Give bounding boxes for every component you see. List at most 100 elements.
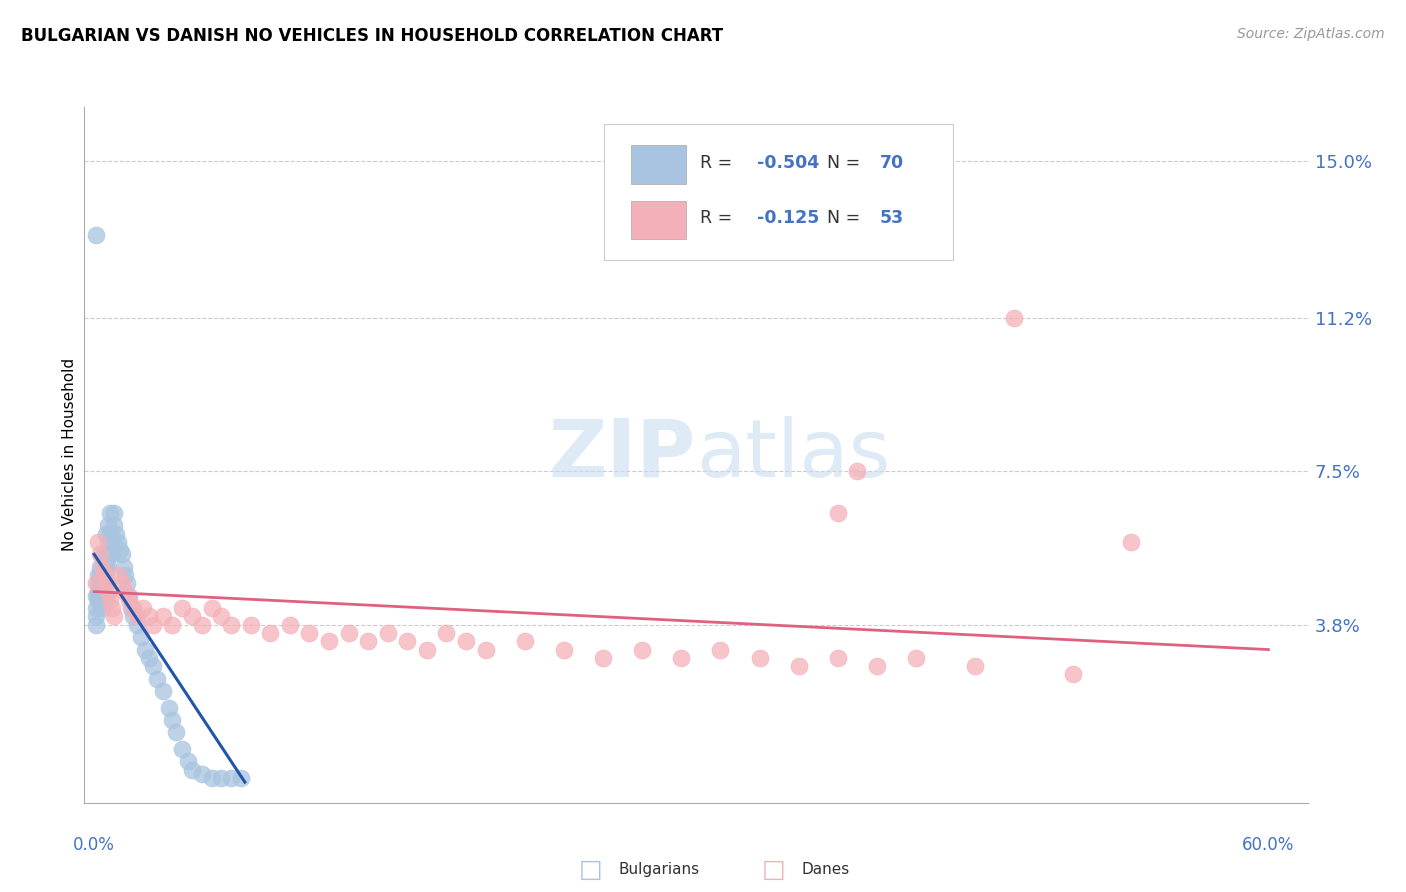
Point: [259, 626, 281, 640]
Point: [172, 742, 194, 756]
Point: [129, 630, 152, 644]
FancyBboxPatch shape: [605, 124, 953, 260]
Point: [94, 568, 117, 582]
Point: [110, 547, 132, 561]
Point: [513, 634, 536, 648]
Point: [1002, 311, 1025, 326]
Point: [134, 642, 156, 657]
Text: Source: ZipAtlas.com: Source: ZipAtlas.com: [1237, 27, 1385, 41]
Point: [87, 584, 110, 599]
Text: R =: R =: [700, 210, 737, 227]
Text: 0.0%: 0.0%: [73, 836, 115, 854]
Point: [162, 713, 184, 727]
Point: [108, 543, 131, 558]
Point: [357, 634, 380, 648]
Text: ZIP: ZIP: [548, 416, 696, 494]
Point: [107, 535, 129, 549]
Point: [963, 659, 986, 673]
Point: [91, 584, 114, 599]
Point: [118, 589, 141, 603]
Point: [89, 584, 111, 599]
Point: [846, 465, 869, 479]
Point: [84, 576, 107, 591]
Point: [454, 634, 477, 648]
Text: Bulgarians: Bulgarians: [619, 863, 700, 877]
Point: [91, 568, 114, 582]
Text: -0.125: -0.125: [758, 210, 820, 227]
Point: [93, 593, 115, 607]
Point: [138, 609, 160, 624]
Point: [209, 771, 232, 785]
Point: [89, 593, 111, 607]
Point: [94, 526, 117, 541]
Point: [239, 617, 262, 632]
Point: [93, 568, 115, 582]
Point: [200, 601, 222, 615]
Text: 70: 70: [880, 153, 904, 171]
Point: [114, 568, 136, 582]
Point: [91, 601, 114, 615]
Point: [709, 642, 731, 657]
Point: [191, 617, 214, 632]
Point: [229, 771, 252, 785]
Point: [866, 659, 889, 673]
Point: [97, 535, 120, 549]
Point: [87, 593, 110, 607]
Point: [97, 559, 120, 574]
Point: [98, 547, 121, 561]
Point: [107, 568, 129, 582]
Point: [87, 589, 110, 603]
Point: [93, 568, 115, 582]
Point: [787, 659, 810, 673]
Point: [87, 568, 110, 582]
Point: [177, 755, 200, 769]
Point: [1062, 667, 1084, 681]
Point: [87, 576, 110, 591]
Point: [671, 651, 693, 665]
Bar: [631, 201, 686, 239]
Point: [318, 634, 340, 648]
Point: [103, 609, 125, 624]
Point: [91, 559, 114, 574]
Point: [142, 659, 165, 673]
Point: [100, 547, 122, 561]
Point: [827, 651, 849, 665]
Point: [89, 559, 111, 574]
Text: N =: N =: [815, 210, 866, 227]
Point: [209, 609, 232, 624]
Point: [127, 609, 149, 624]
Point: [138, 651, 160, 665]
Point: [97, 547, 120, 561]
Point: [93, 576, 115, 591]
Point: [91, 576, 114, 591]
Point: [219, 771, 242, 785]
Text: BULGARIAN VS DANISH NO VEHICLES IN HOUSEHOLD CORRELATION CHART: BULGARIAN VS DANISH NO VEHICLES IN HOUSE…: [21, 27, 723, 45]
Point: [553, 642, 575, 657]
Point: [100, 535, 122, 549]
Text: □: □: [762, 858, 785, 881]
Point: [100, 601, 122, 615]
Point: [94, 559, 117, 574]
Text: 53: 53: [880, 210, 904, 227]
Point: [97, 584, 120, 599]
Point: [337, 626, 360, 640]
Point: [117, 576, 139, 591]
Point: [827, 506, 849, 520]
Bar: [631, 145, 686, 184]
Point: [97, 518, 120, 533]
Point: [181, 763, 204, 777]
Point: [592, 651, 614, 665]
Point: [278, 617, 301, 632]
Point: [219, 617, 242, 632]
Point: [114, 584, 136, 599]
Y-axis label: No Vehicles in Household: No Vehicles in Household: [62, 359, 77, 551]
Point: [103, 506, 125, 520]
Point: [98, 593, 121, 607]
Point: [191, 766, 214, 781]
Point: [298, 626, 321, 640]
Point: [152, 609, 174, 624]
Point: [84, 589, 107, 603]
Point: [127, 617, 149, 632]
Point: [157, 700, 180, 714]
Point: [103, 518, 125, 533]
